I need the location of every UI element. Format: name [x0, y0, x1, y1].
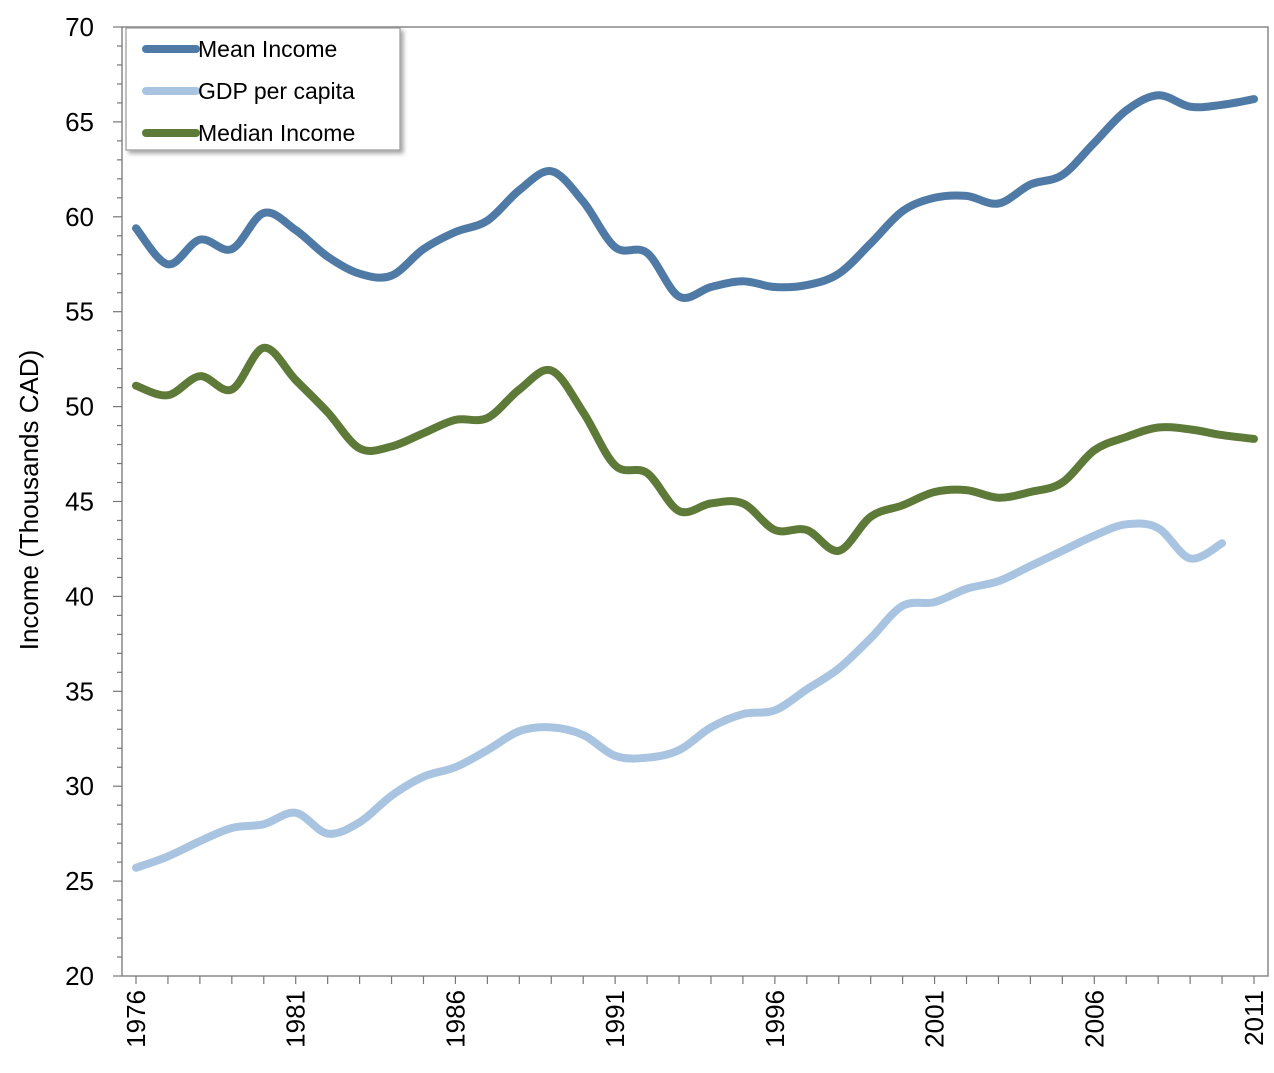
x-tick-label: 1981 — [281, 990, 311, 1048]
series-line-mean-income — [132, 91, 1258, 302]
y-tick-label: 20 — [65, 961, 94, 991]
y-tick-label: 60 — [65, 202, 94, 232]
legend-label: GDP per capita — [198, 78, 355, 104]
x-tick-label: 1996 — [760, 990, 790, 1048]
series-lines — [132, 91, 1258, 872]
y-tick-label: 35 — [65, 676, 94, 706]
plot-area — [121, 26, 1269, 977]
legend-label: Mean Income — [198, 36, 337, 62]
x-axis: 1976 1981 1986 1991 1996 2001 2006 2011 — [121, 976, 1269, 1048]
y-tick-label: 50 — [65, 392, 94, 422]
plot-border — [121, 26, 1269, 977]
y-tick-label: 55 — [65, 297, 94, 327]
y-tick-label: 30 — [65, 771, 94, 801]
x-tick-label: 1976 — [121, 990, 151, 1048]
x-tick-label: 2011 — [1239, 990, 1269, 1046]
series-line-median-income — [132, 343, 1258, 555]
x-tick-label: 1991 — [600, 990, 630, 1048]
y-axis-title: Income (Thousands CAD) — [14, 350, 44, 651]
x-tick-label: 1986 — [440, 990, 470, 1048]
legend-label: Median Income — [198, 120, 355, 146]
x-tick-label: 2006 — [1079, 990, 1109, 1048]
y-tick-label: 70 — [65, 12, 94, 42]
x-tick-label: 2001 — [920, 990, 950, 1048]
legend: Mean Income GDP per capita Median Income — [125, 27, 401, 151]
series-line-gdp-per-capita — [132, 519, 1227, 872]
y-tick-label: 45 — [65, 487, 94, 517]
y-tick-label: 65 — [65, 107, 94, 137]
y-tick-label: 40 — [65, 581, 94, 611]
y-axis: 20 25 30 35 40 45 50 55 60 65 70 — [65, 12, 122, 991]
y-tick-label: 25 — [65, 866, 94, 896]
